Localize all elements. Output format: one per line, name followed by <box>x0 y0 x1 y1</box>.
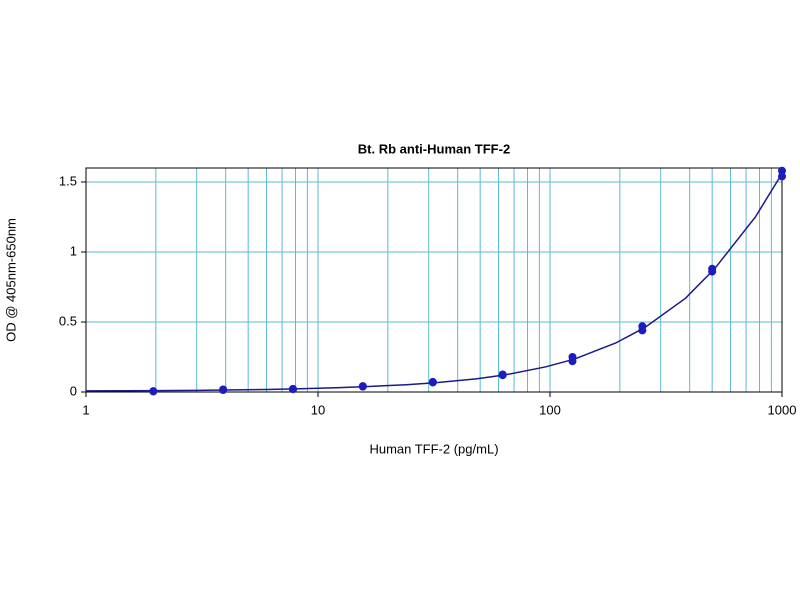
y-tick-label: 0 <box>70 383 77 398</box>
x-tick-label: 1 <box>82 402 89 417</box>
x-tick-label: 10 <box>311 402 325 417</box>
data-point <box>358 382 367 391</box>
x-tick-label: 1000 <box>768 402 797 417</box>
y-axis-label: OD @ 405nm-650nm <box>3 218 18 342</box>
y-tick-label: 0.5 <box>59 313 77 328</box>
chart-title: Bt. Rb anti-Human TFF-2 <box>358 141 510 156</box>
y-tick-label: 1.5 <box>59 173 77 188</box>
data-point <box>778 166 786 175</box>
y-tick-label: 1 <box>70 243 77 258</box>
data-point <box>428 377 437 386</box>
data-point <box>568 353 577 361</box>
data-point <box>149 387 158 396</box>
data-point <box>498 370 507 379</box>
data-point <box>638 322 647 331</box>
data-point <box>778 172 786 181</box>
data-point <box>219 385 228 394</box>
x-axis-label: Human TFF-2 (pg/mL) <box>369 441 498 456</box>
x-tick-label: 100 <box>539 402 561 417</box>
data-point <box>708 264 717 273</box>
plot-frame <box>85 167 783 393</box>
data-point <box>288 384 297 393</box>
